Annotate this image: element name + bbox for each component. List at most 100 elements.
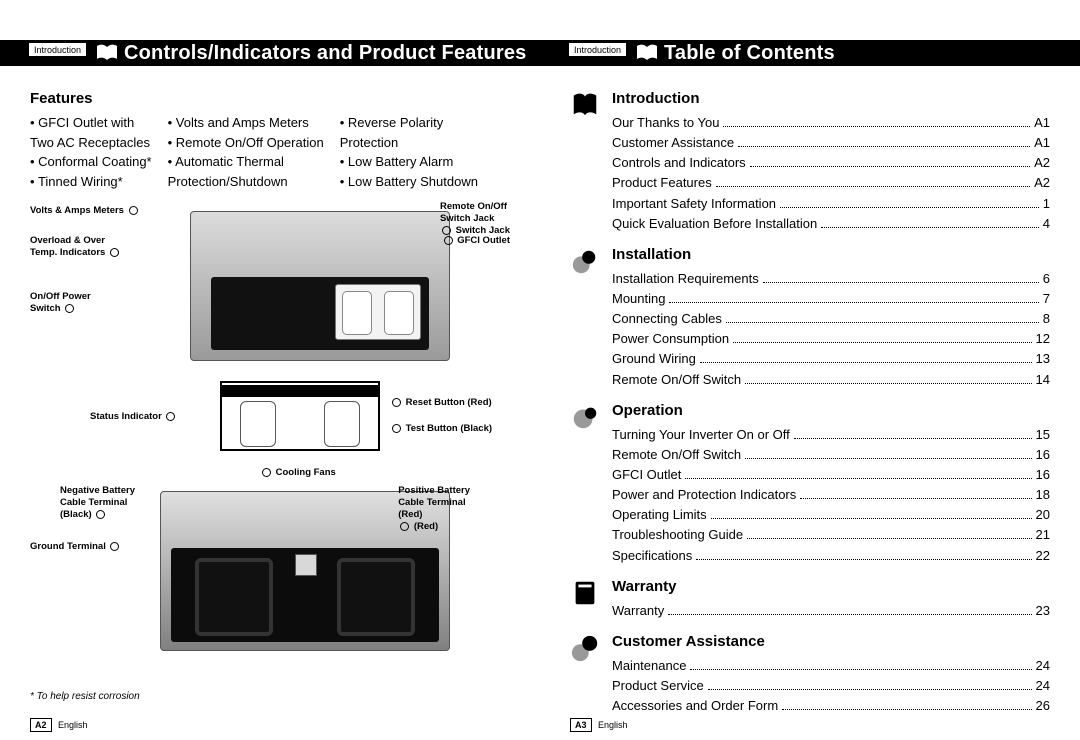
callout-volts-amps: Volts & Amps Meters [30, 205, 140, 217]
page-language: English [598, 720, 628, 730]
toc-row: Controls and Indicators A2 [612, 153, 1050, 173]
toc-section-title: Installation [612, 246, 1050, 263]
toc-item-title: Controls and Indicators [612, 153, 746, 173]
toc-row: Quick Evaluation Before Installation4 [612, 214, 1050, 234]
toc-item-page: 7 [1043, 289, 1050, 309]
toc-section-body: IntroductionOur Thanks to YouA1Customer … [612, 90, 1050, 234]
toc-item-page: 15 [1036, 425, 1050, 445]
page-number: A2 [30, 718, 52, 732]
left-content: Features GFCI Outlet withTwo AC Receptac… [30, 90, 510, 661]
toc-item-title: Operating Limits [612, 505, 707, 525]
header-title-left: Controls/Indicators and Product Features [124, 42, 527, 65]
feature-column: GFCI Outlet withTwo AC ReceptaclesConfor… [30, 113, 152, 191]
toc-row: Accessories and Order Form 26 [612, 696, 1050, 716]
toc-item-title: Connecting Cables [612, 309, 722, 329]
feature-item: Remote On/Off Operation [168, 133, 324, 153]
callout-remote: Remote On/OffSwitch Jack Switch Jack [440, 201, 510, 237]
callout-pos-term: Positive BatteryCable Terminal(Red) (Red… [398, 485, 470, 533]
toc-item-title: Our Thanks to You [612, 113, 719, 133]
callout-reset: Reset Button (Red) [390, 397, 492, 409]
left-page-footer: A2 English [30, 720, 88, 730]
callout-onoff: On/Off PowerSwitch [30, 291, 91, 315]
toc-item-page: 12 [1036, 329, 1050, 349]
toc-row: Warranty 23 [612, 601, 1050, 621]
toc-row: Remote On/Off Switch 14 [612, 370, 1050, 390]
toc-item-page: 23 [1036, 601, 1050, 621]
toc-row: Customer AssistanceA1 [612, 133, 1050, 153]
callout-test: Test Button (Black) [390, 423, 492, 435]
toc-item-page: 18 [1036, 485, 1050, 505]
right-page: Introduction Table of Contents Introduct… [540, 0, 1080, 740]
toc-row: Important Safety Information1 [612, 194, 1050, 214]
toc-section-icon [570, 578, 612, 621]
feature-item: Low Battery Alarm [340, 152, 478, 172]
book-icon [630, 40, 664, 66]
toc-item-title: Troubleshooting Guide [612, 525, 743, 545]
feature-column: Volts and Amps MetersRemote On/Off Opera… [168, 113, 324, 191]
toc-item-title: Product Service [612, 676, 704, 696]
toc-item-page: 20 [1036, 505, 1050, 525]
toc-section-title: Introduction [612, 90, 1050, 107]
toc-item-page: 14 [1036, 370, 1050, 390]
toc-item-page: A2 [1034, 153, 1050, 173]
book-icon [90, 40, 124, 66]
toc-item-title: Warranty [612, 601, 664, 621]
toc-item-title: GFCI Outlet [612, 465, 681, 485]
toc-item-title: Accessories and Order Form [612, 696, 778, 716]
toc-row: Product Features A2 [612, 173, 1050, 193]
toc-item-title: Customer Assistance [612, 133, 734, 153]
toc-item-page: 13 [1036, 349, 1050, 369]
toc-section-body: Operation Turning Your Inverter On or Off… [612, 402, 1050, 566]
toc-row: Mounting 7 [612, 289, 1050, 309]
toc-section: IntroductionOur Thanks to YouA1Customer … [570, 90, 1050, 234]
two-page-spread: Introduction Controls/Indicators and Pro… [0, 0, 1080, 740]
toc-item-page: 22 [1036, 546, 1050, 566]
toc-item-page: 26 [1036, 696, 1050, 716]
toc-item-title: Ground Wiring [612, 349, 696, 369]
toc-section-icon [570, 633, 612, 716]
toc-section: Warranty Warranty 23 [570, 578, 1050, 621]
toc-row: Installation Requirements6 [612, 269, 1050, 289]
toc-row: Connecting Cables8 [612, 309, 1050, 329]
toc-item-title: Important Safety Information [612, 194, 776, 214]
feature-item: Tinned Wiring* [30, 172, 152, 192]
toc-item-page: 16 [1036, 465, 1050, 485]
device-front-view [190, 211, 450, 361]
toc-row: Ground Wiring 13 [612, 349, 1050, 369]
callout-overload: Overload & OverTemp. Indicators [30, 235, 121, 259]
diagram-area: Volts & Amps Meters Overload & OverTemp.… [30, 201, 510, 661]
toc-section-title: Customer Assistance [612, 633, 1050, 650]
toc-section: Customer Assistance Maintenance24Product … [570, 633, 1050, 716]
toc-item-page: 16 [1036, 445, 1050, 465]
toc-row: Maintenance24 [612, 656, 1050, 676]
callout-cooling: Cooling Fans [260, 467, 336, 479]
toc-item-title: Mounting [612, 289, 665, 309]
toc-section-title: Operation [612, 402, 1050, 419]
feature-item: Reverse PolarityProtection [340, 113, 478, 152]
toc-row: GFCI Outlet 16 [612, 465, 1050, 485]
toc-item-title: Product Features [612, 173, 712, 193]
features-columns: GFCI Outlet withTwo AC ReceptaclesConfor… [30, 113, 510, 191]
footnote: * To help resist corrosion [30, 691, 140, 702]
right-page-footer: A3 English [570, 720, 628, 730]
toc-row: Turning Your Inverter On or Off15 [612, 425, 1050, 445]
toc-item-title: Installation Requirements [612, 269, 759, 289]
toc-section-body: Customer Assistance Maintenance24Product … [612, 633, 1050, 716]
toc-section: Installation Installation Requirements6Mo… [570, 246, 1050, 390]
left-page: Introduction Controls/Indicators and Pro… [0, 0, 540, 740]
breadcrumb: Introduction [568, 42, 627, 57]
toc-row: Power Consumption12 [612, 329, 1050, 349]
feature-column: Reverse PolarityProtectionLow Battery Al… [340, 113, 478, 191]
toc-item-title: Remote On/Off Switch [612, 370, 741, 390]
callout-neg-term: Negative BatteryCable Terminal(Black) [60, 485, 135, 521]
feature-item: Low Battery Shutdown [340, 172, 478, 192]
toc-item-page: 24 [1036, 656, 1050, 676]
toc-section-title: Warranty [612, 578, 1050, 595]
toc-row: Remote On/Off Switch16 [612, 445, 1050, 465]
toc-section-body: Installation Installation Requirements6Mo… [612, 246, 1050, 390]
toc-row: Product Service24 [612, 676, 1050, 696]
toc-item-page: 4 [1043, 214, 1050, 234]
page-number: A3 [570, 718, 592, 732]
toc-item-page: A2 [1034, 173, 1050, 193]
toc-row: Specifications22 [612, 546, 1050, 566]
